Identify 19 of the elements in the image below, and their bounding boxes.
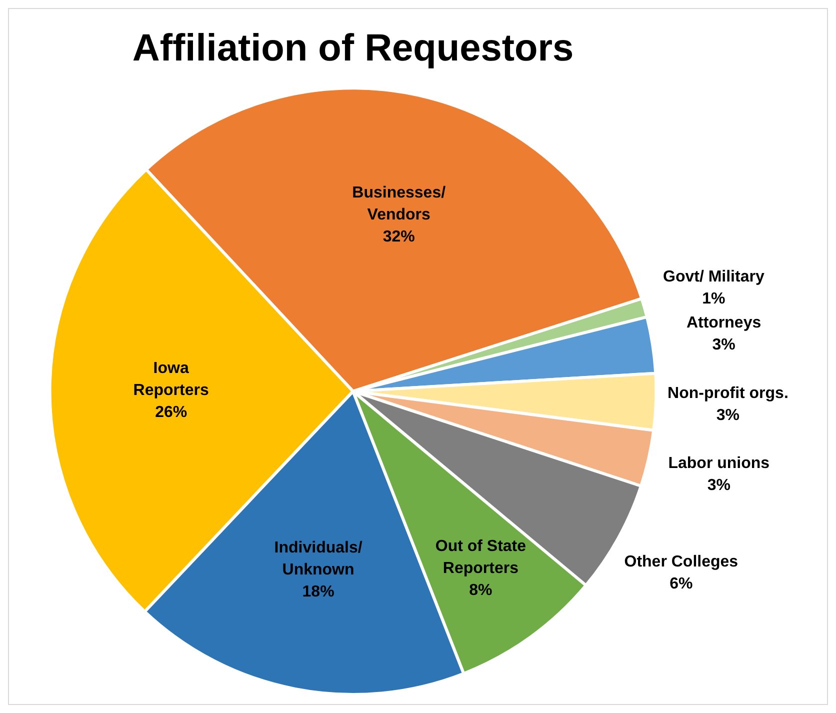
slice-label: Govt/ Military	[662, 268, 764, 286]
chart-title: Affiliation of Requestors	[132, 27, 574, 70]
data-label: 6%	[670, 576, 693, 593]
slice-label: Businesses/ Vendors	[352, 184, 446, 224]
data-label: 1%	[702, 290, 726, 308]
slice-label: Iowa Reporters	[133, 360, 209, 400]
data-label: 32%	[382, 228, 415, 246]
data-label: 8%	[469, 582, 492, 599]
slice-label: Individuals/ Unknown	[274, 539, 363, 578]
slice-label: Labor unions	[668, 454, 770, 472]
data-label: 26%	[155, 404, 188, 422]
data-label: 18%	[302, 583, 334, 600]
data-label: 3%	[707, 476, 730, 494]
data-label: 3%	[712, 336, 736, 354]
slice-label: Out of State Reporters	[435, 538, 526, 577]
slice-label: Non-profit orgs.	[668, 384, 788, 402]
slice-label: Other Colleges	[624, 554, 738, 571]
data-label: 3%	[716, 406, 740, 424]
slice-label: Attorneys	[686, 314, 762, 332]
